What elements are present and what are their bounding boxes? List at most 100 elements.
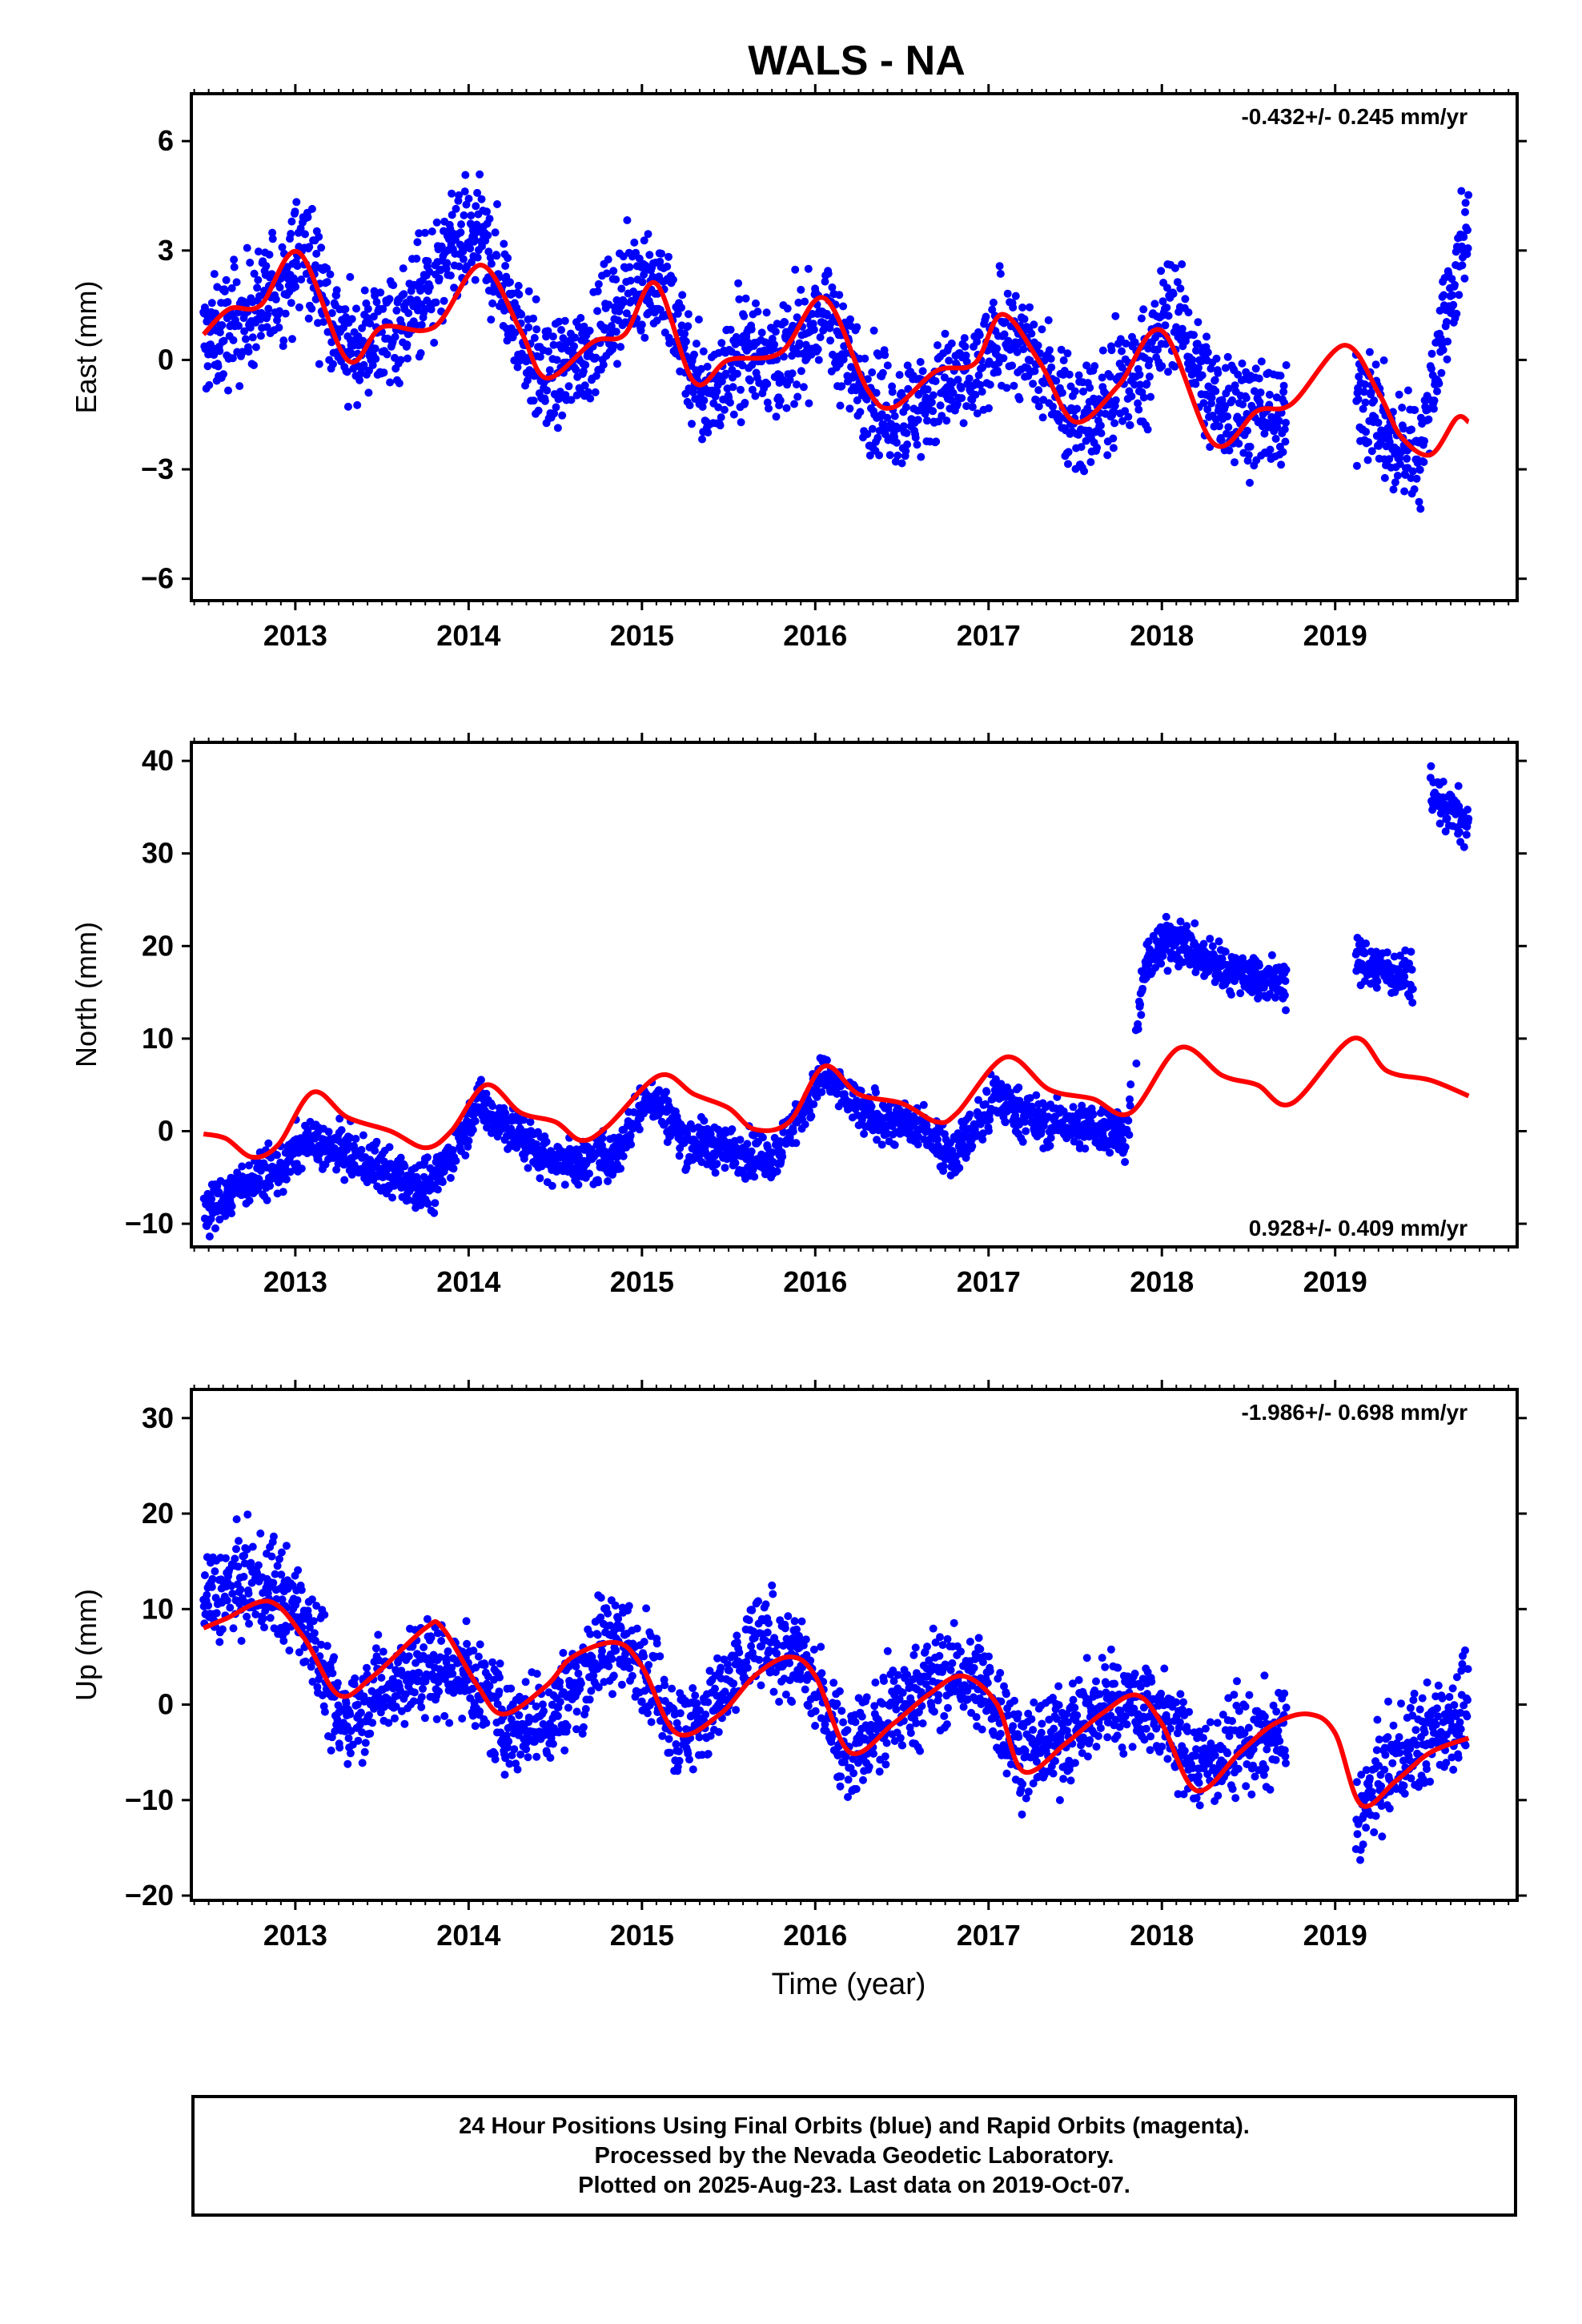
east-data-point xyxy=(303,213,312,222)
east-data-point xyxy=(585,326,594,335)
east-data-point xyxy=(278,243,287,251)
east-data-point xyxy=(903,440,912,448)
east-data-point xyxy=(366,319,375,328)
east-data-point xyxy=(417,320,426,329)
north-data-point xyxy=(340,1176,349,1184)
east-data-point xyxy=(1429,404,1438,413)
east-data-point xyxy=(883,361,892,370)
north-data-point xyxy=(1454,782,1463,790)
north-data-point xyxy=(1032,1091,1041,1100)
east-data-point xyxy=(993,344,1002,353)
east-data-point xyxy=(222,275,231,284)
east-data-point xyxy=(699,347,708,356)
east-data-point xyxy=(986,380,994,389)
north-data-point xyxy=(575,1152,583,1160)
east-data-point xyxy=(669,275,677,284)
east-data-point xyxy=(776,396,785,405)
east-data-point xyxy=(793,392,802,401)
east-data-point xyxy=(1162,304,1171,312)
east-data-point xyxy=(741,399,749,407)
east-data-point xyxy=(1218,436,1226,445)
east-data-point xyxy=(262,262,271,271)
east-data-point xyxy=(1211,415,1220,424)
east-data-point xyxy=(1246,478,1254,487)
north-data-point xyxy=(934,1135,942,1144)
east-data-point xyxy=(391,332,400,341)
east-data-point xyxy=(312,249,321,258)
east-data-point xyxy=(982,312,990,321)
east-data-point xyxy=(267,270,276,279)
east-data-point xyxy=(1419,458,1428,466)
east-data-point xyxy=(1064,460,1072,468)
east-x-tick-label: 2015 xyxy=(610,619,674,652)
east-data-point xyxy=(352,304,360,313)
east-data-point xyxy=(1026,303,1034,312)
east-data-point xyxy=(544,327,552,336)
east-data-point xyxy=(492,251,501,260)
east-data-point xyxy=(430,339,439,347)
east-data-point xyxy=(745,376,754,385)
east-data-point xyxy=(549,340,558,349)
east-data-point xyxy=(1034,386,1043,395)
east-data-point xyxy=(581,360,590,369)
east-data-point xyxy=(412,255,421,263)
east-data-point xyxy=(804,264,813,273)
east-data-point xyxy=(636,326,645,335)
east-data-point xyxy=(452,204,460,213)
east-data-point xyxy=(1385,455,1394,464)
north-data-point xyxy=(1121,1143,1130,1152)
east-data-point xyxy=(477,195,486,203)
east-data-point xyxy=(999,354,1008,363)
east-data-point xyxy=(700,396,709,404)
east-data-point xyxy=(1436,334,1445,343)
east-data-point xyxy=(1164,368,1172,376)
east-data-point xyxy=(1059,356,1068,364)
east-x-tick-label: 2018 xyxy=(1130,619,1194,652)
east-y-tick-label: 0 xyxy=(158,343,174,376)
east-data-point xyxy=(1407,425,1415,434)
east-x-tick-label: 2016 xyxy=(783,619,847,652)
north-data-point xyxy=(446,1173,455,1182)
east-data-point xyxy=(627,296,636,305)
east-data-point xyxy=(592,353,600,362)
east-data-point xyxy=(491,228,500,237)
north-data-point xyxy=(955,1164,964,1172)
east-data-point xyxy=(327,309,336,317)
east-data-point xyxy=(248,333,257,342)
east-data-point xyxy=(1231,458,1239,467)
east-data-point xyxy=(287,299,295,308)
east-data-point xyxy=(826,336,835,345)
east-data-point xyxy=(1065,370,1074,379)
north-data-point xyxy=(1126,1080,1135,1089)
east-data-point xyxy=(622,309,631,318)
east-data-point xyxy=(319,318,328,326)
east-data-point xyxy=(995,262,1004,271)
east-data-point xyxy=(770,340,779,349)
east-data-point xyxy=(809,325,818,334)
north-data-point xyxy=(266,1181,275,1190)
east-data-point xyxy=(501,262,510,270)
east-data-point xyxy=(304,314,313,323)
east-data-point xyxy=(1064,448,1073,456)
east-data-point xyxy=(572,365,580,374)
east-data-point xyxy=(962,351,970,360)
east-data-point xyxy=(872,388,881,397)
east-data-point xyxy=(988,305,997,314)
north-data-point xyxy=(1022,1127,1030,1136)
east-data-point xyxy=(714,403,723,412)
north-data-point xyxy=(860,1129,869,1138)
east-data-point xyxy=(975,331,984,340)
east-data-point xyxy=(265,251,274,259)
north-data-point xyxy=(1163,967,1172,975)
north-data-point xyxy=(1255,961,1263,970)
east-data-point xyxy=(210,351,219,360)
east-data-point xyxy=(307,304,316,313)
east-y-tick-label: −6 xyxy=(141,562,174,595)
east-data-point xyxy=(1055,412,1064,420)
east-data-point xyxy=(772,412,781,421)
north-data-point xyxy=(750,1172,759,1181)
east-data-point xyxy=(473,188,482,197)
north-data-point xyxy=(873,1136,881,1144)
east-data-point xyxy=(244,348,253,356)
east-data-point xyxy=(1367,447,1376,456)
